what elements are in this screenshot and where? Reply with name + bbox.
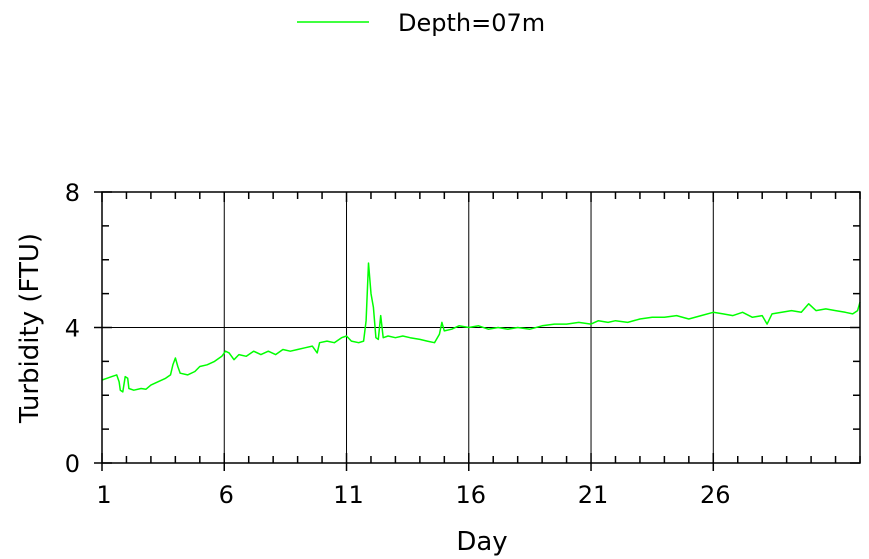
series-line-depth-07m (101, 262, 861, 393)
x-axis-label: Day (456, 527, 507, 557)
axis-ticks (94, 191, 861, 471)
gridlines (102, 192, 860, 463)
legend: Depth=07m (297, 9, 545, 37)
y-tick-label-8: 8 (65, 179, 80, 207)
y-axis-label: Turbidity (FTU) (15, 233, 45, 424)
legend-label-depth-07m: Depth=07m (398, 9, 545, 37)
x-tick-label-21: 21 (578, 481, 609, 509)
x-tick-label-1: 1 (96, 481, 111, 509)
y-tick-label-4: 4 (65, 315, 80, 343)
x-tick-label-26: 26 (700, 481, 731, 509)
x-tick-label-6: 6 (219, 481, 234, 509)
plot-frame (101, 191, 861, 464)
x-tick-label-11: 11 (333, 481, 364, 509)
x-tick-label-16: 16 (456, 481, 487, 509)
y-tick-label-0: 0 (65, 450, 80, 478)
